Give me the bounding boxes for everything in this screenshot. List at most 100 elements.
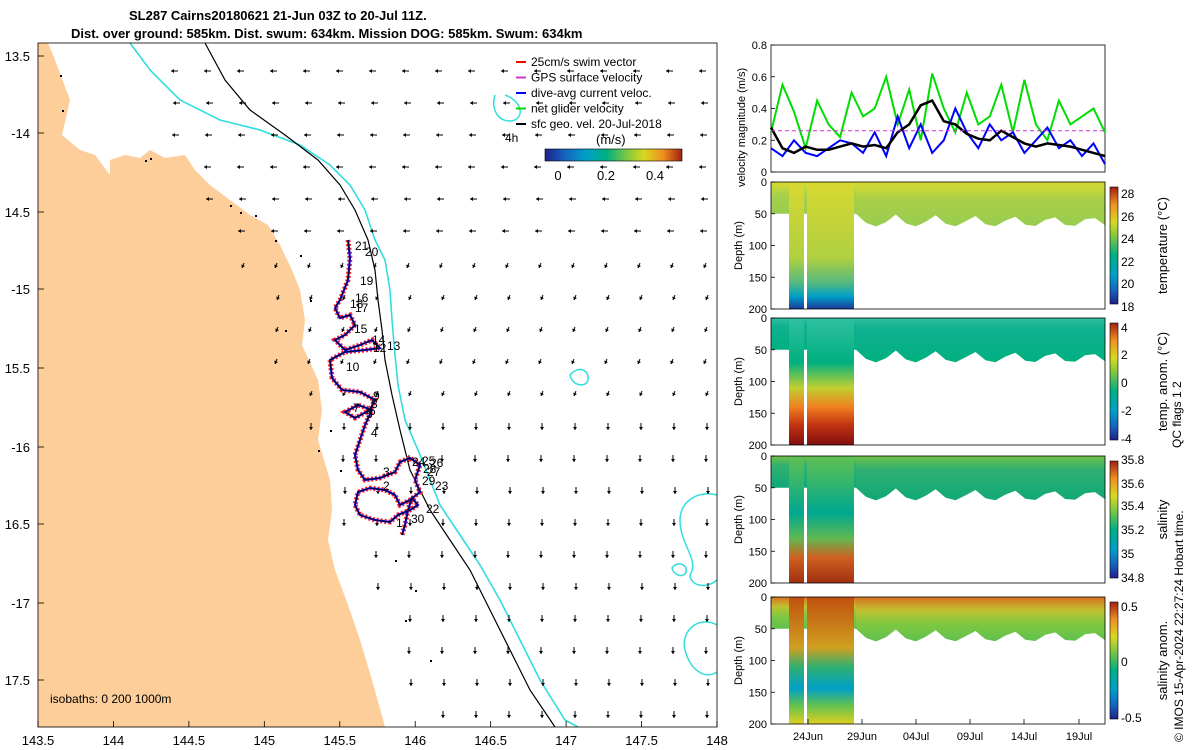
velocity-arrowhead [503,101,506,105]
velocity-arrowhead [600,69,603,73]
velocity-arrowhead [704,651,708,654]
eddy-contour [671,563,687,577]
velocity-arrowhead [640,491,644,494]
map-x-tick-label: 147 [555,733,577,748]
velocity-arrowhead [535,229,538,233]
velocity-arrowhead [539,555,543,558]
day-label: 9 [373,389,380,403]
velocity-arrowhead [271,229,274,233]
velocity-arrowhead [468,69,471,73]
section-colorbar-tick: 4 [1121,321,1128,335]
section-colorbar [1109,186,1119,305]
velocity-chart: 0 0.2 0.4 0.6 0.8 velocity magnitude (m/s) [736,40,1106,187]
velocity-arrowhead [303,165,306,169]
velocity-arrowhead [340,264,344,268]
velocity-arrowhead [569,197,572,201]
velocity-arrowhead [639,427,643,430]
day-label: 30 [411,512,425,526]
depth-section-panel: 0 50 100 150 200 Depth (m) 0.5 0 -0.5 salinity an… [733,592,1170,731]
velocity-arrowhead [342,523,346,526]
eddy-contour [679,493,718,587]
section-colorbar [1109,322,1119,441]
velocity-arrowhead [307,264,311,268]
day-label: 19 [360,274,374,288]
time-tick-label: 19Jul [1066,731,1092,743]
velocity-arrowhead [440,459,444,462]
velocity-arrowhead [305,101,308,105]
velocity-arrowhead [640,683,644,686]
velocity-arrowhead [539,651,543,654]
velocity-arrowhead [639,715,643,718]
velocity-arrowhead [671,555,675,558]
velocity-arrowhead [440,651,444,654]
velocity-arrowhead [374,555,378,558]
velocity-arrowhead [534,69,537,73]
section-y-tick-label: 200 [749,440,767,452]
velocity-arrowhead [706,587,710,590]
map-y-tick-label: -17 [11,596,30,611]
velocity-arrowhead [404,101,407,105]
section-colorbar-tick: 28 [1121,187,1135,201]
velocity-arrowhead [441,523,445,526]
velocity-arrowhead [375,523,379,526]
velocity-arrowhead [406,360,410,364]
section-y-tick-label: 150 [749,546,767,558]
velocity-arrowhead [568,133,571,137]
day-label: 7 [353,401,360,415]
velocity-arrowhead [607,683,611,686]
velocity-arrowhead [634,229,637,233]
velocity-arrowhead [408,296,412,300]
qc-flags-label: QC flags 1 2 [1170,381,1184,448]
day-label: 12 [373,341,387,355]
velocity-arrowhead [341,328,345,332]
reef-dot [150,158,152,160]
velocity-arrowhead [606,715,610,718]
velocity-arrowhead [638,555,642,558]
reef-dot [285,330,287,332]
section-y-tick-label: 100 [749,377,767,389]
eddy-contour [493,94,521,122]
velocity-arrowhead [705,427,709,430]
velocity-arrowhead [408,523,412,526]
velocity-arrowhead [667,133,670,137]
label-4h: 4h [505,131,518,145]
reef-dot [340,470,342,472]
velocity-arrowhead [272,197,275,201]
section-colorbar-label: salinity [1155,499,1170,539]
velocity-arrowhead [706,683,710,686]
velocity-arrowhead [607,587,611,590]
velocity-arrowhead [605,651,609,654]
velocity-arrowhead [475,491,479,494]
velocity-arrowhead [573,619,577,622]
section-colorbar-tick: 18 [1121,300,1135,314]
velocity-arrowhead [475,587,479,590]
velocity-arrowhead [605,328,609,332]
velocity-arrowhead [408,619,412,622]
day-label: 25 [422,454,436,468]
velocity-arrowhead [672,619,676,622]
map-colorbar-label: (m/s) [596,132,626,147]
velocity-arrowhead [271,133,274,137]
velocity-arrowhead [601,133,604,137]
velocity-arrowhead [338,101,341,105]
day-label: 3 [383,465,390,479]
velocity-arrowhead [572,651,576,654]
velocity-arrowhead [206,197,209,201]
velocity-arrowhead [440,555,444,558]
map-colorbar [544,148,683,162]
velocity-arrowhead [472,264,476,268]
reef-dot [405,620,407,622]
velocity-arrowhead [274,264,278,268]
section-surface-layer [856,597,1105,642]
velocity-arrowhead [274,360,278,364]
velocity-arrowhead [639,392,643,396]
day-label: 17 [355,301,369,315]
deep-profile-column [789,318,804,445]
velocity-arrowhead [435,165,438,169]
velocity-arrowhead [439,264,443,268]
velocity-arrowhead [473,328,477,332]
isobath-1000m [129,42,579,728]
section-y-tick-label: 200 [749,304,767,316]
deep-profile-column [807,182,854,309]
velocity-arrowhead [574,683,578,686]
